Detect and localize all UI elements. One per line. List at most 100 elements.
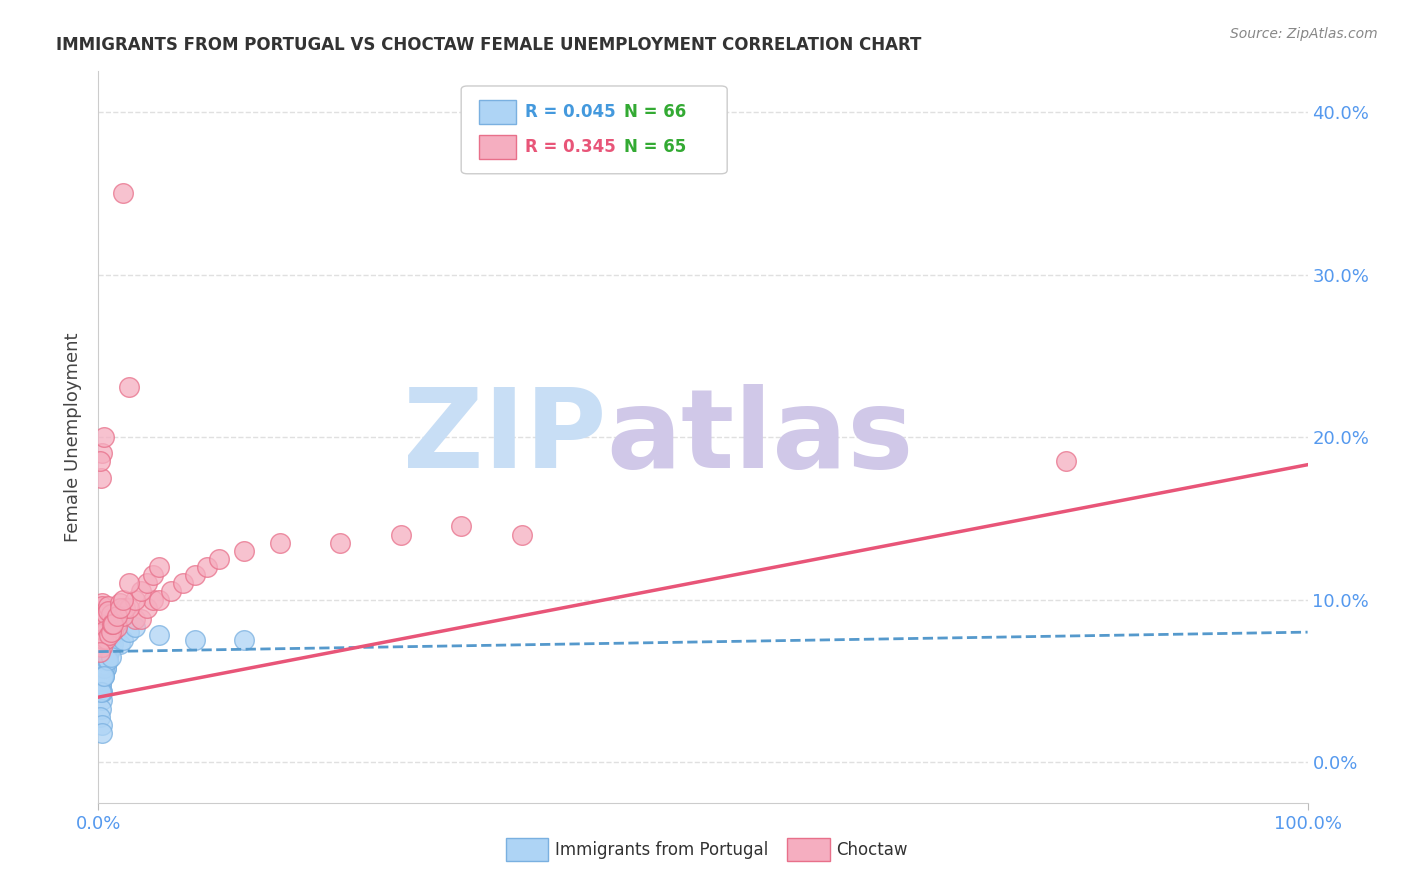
Point [101,636,124,650]
Point [93,657,115,672]
Text: R = 0.345: R = 0.345 [526,138,616,156]
Point [232,633,254,648]
Point [90,607,112,622]
Point [98,645,121,659]
Point [91,718,114,732]
Point [129,612,152,626]
Point [91,632,114,646]
Point [91,620,114,634]
Point [105,615,128,630]
Point [94,645,117,659]
Point [91,446,114,460]
Point [389,527,412,541]
Point [114,600,136,615]
Point [91,693,114,707]
Point [94,661,117,675]
Point [94,661,117,675]
Point [129,584,152,599]
Point [91,608,114,623]
Point [91,669,114,683]
Y-axis label: Female Unemployment: Female Unemployment [65,333,83,541]
Point [89,645,111,659]
Point [96,653,118,667]
Point [98,645,121,659]
Point [89,454,111,468]
Point [108,636,131,650]
Point [93,624,115,638]
Point [91,645,114,659]
Text: Immigrants from Portugal: Immigrants from Portugal [555,841,769,859]
Point [98,628,121,642]
Point [90,600,112,615]
Point [184,633,207,648]
Point [100,607,122,622]
Point [89,685,111,699]
Point [100,649,122,664]
Point [93,606,115,620]
Point [97,653,120,667]
Point [90,604,112,618]
Point [91,669,114,683]
Point [91,726,114,740]
Point [108,596,131,610]
Text: N = 65: N = 65 [624,138,686,156]
Text: Choctaw: Choctaw [837,841,908,859]
Point [100,636,122,650]
Point [90,653,112,667]
Point [97,604,120,618]
Point [97,645,120,659]
Point [91,640,114,654]
Point [135,576,157,591]
Point [90,641,112,656]
Point [89,685,111,699]
Point [96,622,118,636]
Point [118,625,141,640]
Point [148,628,170,642]
Point [108,600,131,615]
Point [118,576,141,591]
Point [94,617,117,632]
Point [93,430,115,444]
Point [118,380,141,394]
Point [160,584,183,599]
Point [510,527,533,541]
Point [91,628,114,642]
FancyBboxPatch shape [461,86,727,174]
Point [90,633,112,648]
Text: R = 0.045: R = 0.045 [526,103,616,121]
Point [94,632,117,646]
Point [269,535,291,549]
Point [208,552,231,566]
Point [184,568,207,582]
Point [100,628,122,642]
Point [105,608,128,623]
Point [90,677,112,691]
Point [91,669,114,683]
Point [91,632,114,646]
Point [1054,454,1077,468]
Point [91,608,114,623]
Point [111,608,134,623]
Point [142,592,165,607]
Point [94,653,117,667]
Text: IMMIGRANTS FROM PORTUGAL VS CHOCTAW FEMALE UNEMPLOYMENT CORRELATION CHART: IMMIGRANTS FROM PORTUGAL VS CHOCTAW FEMA… [56,36,921,54]
Point [93,636,115,650]
Point [90,685,112,699]
Point [91,596,114,610]
Text: atlas: atlas [606,384,914,491]
Text: Source: ZipAtlas.com: Source: ZipAtlas.com [1230,27,1378,41]
Point [148,592,170,607]
Point [89,625,111,640]
Point [100,617,122,632]
Point [96,636,118,650]
Point [93,653,115,667]
Point [101,624,124,638]
Point [89,661,111,675]
Point [93,661,115,675]
Point [91,685,114,699]
Point [111,186,134,201]
Point [101,617,124,632]
Point [90,471,112,485]
Point [100,625,122,640]
Point [148,560,170,574]
